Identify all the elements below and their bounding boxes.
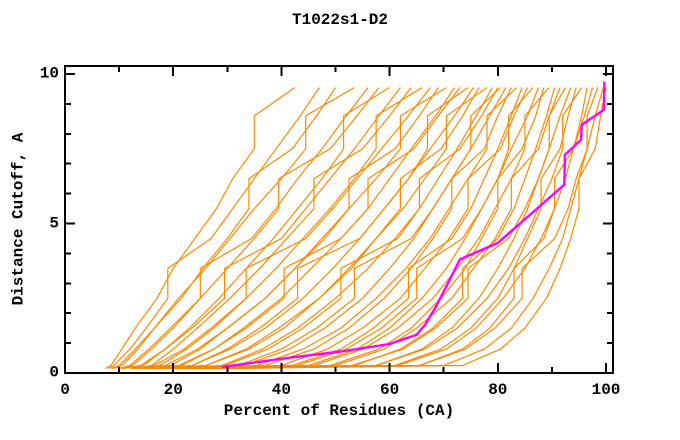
- y-tick-label: 5: [49, 214, 59, 232]
- model-curve: [211, 87, 583, 370]
- model-curve: [105, 87, 296, 370]
- model-curve: [110, 86, 355, 370]
- model-curve: [175, 87, 523, 370]
- model-curve: [135, 87, 412, 370]
- model-curve: [178, 87, 518, 370]
- chart-title: T1022s1-D2: [291, 11, 388, 29]
- model-curve: [216, 87, 594, 370]
- model-curve: [154, 87, 480, 370]
- highlight-curve: [221, 81, 606, 369]
- x-tick-label: 60: [379, 381, 400, 399]
- y-tick-label: 0: [49, 363, 59, 382]
- model-curve: [162, 87, 488, 370]
- model-curve: [170, 87, 512, 370]
- x-tick-label: 40: [271, 381, 291, 399]
- model-curve: [113, 87, 336, 370]
- model-curve: [202, 87, 577, 370]
- model-curve: [108, 87, 320, 370]
- model-curve: [118, 87, 369, 370]
- model-curve: [227, 87, 607, 370]
- plot-frame: [64, 65, 614, 374]
- model-curve: [159, 87, 493, 370]
- model-curve: [140, 87, 431, 370]
- y-tick-label: 10: [39, 64, 59, 83]
- model-curve: [121, 87, 401, 370]
- model-curve: [132, 86, 423, 370]
- model-curve: [183, 87, 529, 370]
- model-curve: [124, 87, 380, 370]
- model-curve: [173, 87, 507, 370]
- model-curve: [221, 87, 604, 370]
- model-curve: [213, 87, 599, 370]
- model-curve: [148, 87, 469, 370]
- model-curve: [205, 87, 572, 370]
- x-tick-label: 20: [163, 381, 183, 399]
- model-curve: [167, 87, 499, 370]
- model-curve: [181, 87, 534, 370]
- model-curve: [197, 87, 566, 370]
- model-curve: [194, 87, 550, 370]
- x-tick-label: 0: [60, 381, 70, 399]
- x-tick-label: 100: [591, 381, 621, 399]
- x-axis-label: Percent of Residues (CA): [223, 402, 455, 420]
- model-curve: [146, 86, 447, 370]
- model-curve: [151, 87, 461, 370]
- model-curve: [156, 87, 474, 370]
- model-curve: [137, 87, 439, 370]
- x-tick-label: 80: [488, 381, 508, 399]
- model-curve: [200, 87, 561, 370]
- y-axis-label: Distance Cutoff, A: [9, 132, 28, 306]
- model-curve: [165, 87, 501, 370]
